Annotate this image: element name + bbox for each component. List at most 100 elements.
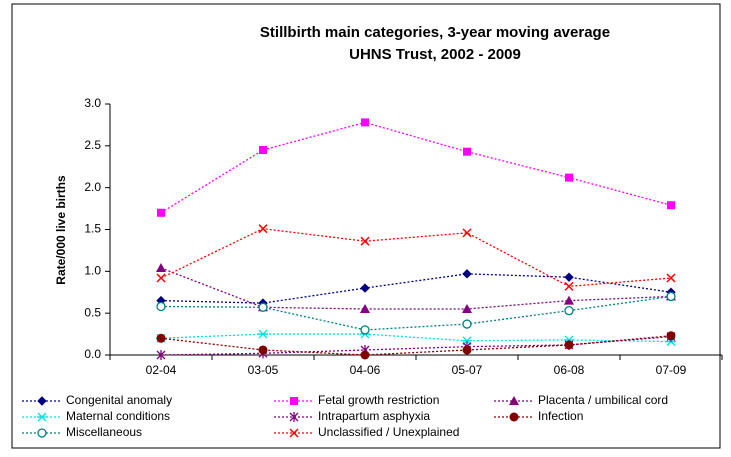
marker	[564, 340, 574, 350]
series-line	[160, 267, 672, 310]
marker	[360, 350, 370, 360]
marker-shape	[361, 118, 369, 127]
marker	[289, 412, 299, 422]
marker-shape	[666, 273, 676, 283]
y-tick-label: 2.0	[84, 180, 101, 194]
marker	[156, 301, 166, 312]
marker-shape	[37, 412, 47, 422]
marker	[259, 146, 267, 155]
series-line	[160, 333, 672, 343]
y-axis-label: Rate/000 live births	[54, 175, 68, 285]
marker	[156, 262, 166, 272]
marker	[290, 397, 298, 405]
marker	[37, 412, 47, 422]
marker-shape	[37, 428, 47, 438]
legend-item: Placenta / umbilical cord	[494, 393, 668, 407]
chart-title: Stillbirth main categories, 3-year movin…	[260, 24, 610, 41]
marker	[37, 428, 47, 438]
marker	[156, 273, 166, 283]
x-tick-label: 04-06	[350, 363, 381, 377]
series-line	[160, 335, 672, 356]
marker-shape	[509, 396, 519, 405]
marker-shape	[509, 412, 519, 422]
marker	[156, 333, 166, 343]
marker	[564, 272, 574, 282]
marker	[360, 325, 370, 335]
marker	[37, 396, 47, 406]
legend-item: Fetal growth restriction	[274, 393, 439, 407]
marker	[462, 319, 472, 329]
marker-shape	[290, 397, 298, 405]
marker	[360, 303, 370, 313]
marker-shape	[462, 303, 472, 313]
series-line	[160, 295, 672, 331]
y-tick-label: 1.0	[84, 264, 101, 278]
marker-shape	[462, 228, 472, 238]
y-tick-label: 3.0	[84, 96, 101, 110]
legend-label: Infection	[538, 409, 583, 423]
marker-shape	[462, 319, 472, 329]
marker-shape	[156, 273, 166, 283]
marker-shape	[157, 208, 165, 217]
marker	[258, 302, 268, 312]
marker-shape	[564, 340, 574, 350]
legend-label: Miscellaneous	[66, 425, 142, 439]
marker-shape	[462, 345, 472, 355]
legend-item: Congenital anomaly	[22, 393, 172, 407]
series-line	[160, 273, 672, 304]
marker-shape	[564, 272, 574, 282]
legend-item: Miscellaneous	[22, 425, 142, 439]
x-tick-label: 02-04	[146, 363, 177, 377]
y-tick-label: 1.5	[84, 222, 101, 236]
marker	[509, 396, 519, 405]
marker	[565, 173, 573, 182]
x-tick-label: 06-08	[554, 363, 585, 377]
marker-shape	[258, 224, 268, 234]
marker	[360, 283, 370, 293]
marker-shape	[360, 283, 370, 293]
y-tick-label: 2.5	[84, 138, 101, 152]
marker-shape	[564, 306, 574, 316]
y-tick-label: 0.5	[84, 305, 101, 319]
marker	[564, 295, 574, 305]
marker-shape	[258, 329, 268, 339]
marker-shape	[258, 302, 268, 312]
marker	[258, 329, 268, 339]
marker-shape	[360, 325, 370, 335]
marker-shape	[360, 303, 370, 313]
marker	[157, 208, 165, 217]
marker	[666, 291, 676, 302]
marker-shape	[156, 301, 166, 312]
marker-shape	[360, 236, 370, 246]
marker-shape	[259, 146, 267, 155]
x-tick-label: 03-05	[248, 363, 279, 377]
marker-shape	[360, 350, 370, 360]
marker	[361, 118, 369, 127]
marker-shape	[156, 262, 166, 272]
legend-label: Maternal conditions	[66, 409, 170, 423]
marker	[462, 228, 472, 238]
marker	[258, 224, 268, 234]
marker-shape	[463, 147, 471, 156]
chart-subtitle: UHNS Trust, 2002 - 2009	[349, 46, 521, 63]
legend-label: Congenital anomaly	[66, 393, 172, 407]
legend-item: Infection	[494, 409, 583, 423]
marker	[289, 428, 299, 438]
legend-label: Fetal growth restriction	[318, 393, 439, 407]
marker	[462, 269, 472, 279]
legend-label: Unclassified / Unexplained	[318, 425, 459, 439]
legend-item: Maternal conditions	[22, 409, 170, 423]
marker-shape	[258, 345, 268, 355]
marker-shape	[666, 291, 676, 302]
marker-shape	[37, 396, 47, 406]
legend-item: Unclassified / Unexplained	[274, 425, 459, 439]
marker-shape	[564, 281, 574, 291]
marker	[258, 345, 268, 355]
marker	[666, 273, 676, 283]
marker-shape	[666, 331, 676, 341]
marker-shape	[289, 412, 299, 422]
marker	[666, 331, 676, 341]
marker-shape	[156, 333, 166, 343]
marker	[463, 147, 471, 156]
